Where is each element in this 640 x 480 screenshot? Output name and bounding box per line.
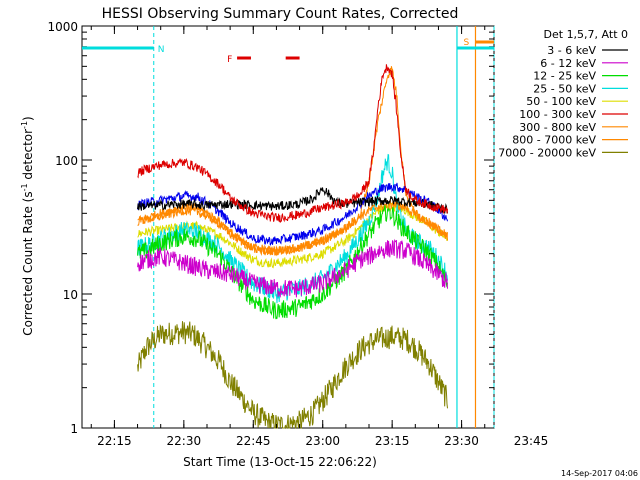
legend-label: 50 - 100 keV xyxy=(526,95,596,108)
segment-label: F xyxy=(227,55,232,65)
plot-border xyxy=(81,25,495,429)
top-segments: N F S xyxy=(82,38,494,65)
series-line xyxy=(137,66,448,256)
y-tick-label: 10 xyxy=(63,288,78,302)
segment-label: S xyxy=(463,38,469,48)
x-tick-label: 23:00 xyxy=(305,434,340,448)
legend-title: Det 1,5,7, Att 0 xyxy=(544,28,628,41)
legend-label: 100 - 300 keV xyxy=(519,108,596,121)
x-tick-label: 23:30 xyxy=(444,434,479,448)
segment-label: N xyxy=(158,45,165,55)
timestamp: 14-Sep-2017 04:06 xyxy=(561,469,638,478)
series-line xyxy=(137,182,448,246)
legend-label: 800 - 7000 keV xyxy=(512,134,596,147)
legend-label: 6 - 12 keV xyxy=(540,57,596,70)
series-line xyxy=(137,153,448,304)
y-axis-ticks: 1 10 100 1000 xyxy=(47,20,494,436)
legend-label: 12 - 25 keV xyxy=(533,70,596,83)
series-line xyxy=(137,202,448,320)
series-layer xyxy=(137,64,448,429)
legend-label: 25 - 50 keV xyxy=(533,82,596,95)
x-tick-label: 22:30 xyxy=(167,434,202,448)
series-line xyxy=(137,321,448,429)
chart-title: HESSI Observing Summary Count Rates, Cor… xyxy=(102,6,459,22)
y-tick-label: 100 xyxy=(55,154,78,168)
x-tick-label: 23:15 xyxy=(375,434,410,448)
x-tick-label: 23:45 xyxy=(514,434,549,448)
y-tick-label: 1000 xyxy=(47,20,78,34)
x-tick-label: 22:15 xyxy=(97,434,132,448)
legend-label: 7000 - 20000 keV xyxy=(498,146,596,159)
plot-frame xyxy=(81,25,495,429)
series-line xyxy=(137,64,448,224)
y-axis-label: Corrected Count Rate (s-1 detector-1) xyxy=(20,116,35,335)
y-tick-label: 1 xyxy=(70,422,78,436)
x-axis-label: Start Time (13-Oct-15 22:06:22) xyxy=(183,455,377,469)
legend-label: 3 - 6 keV xyxy=(547,44,596,57)
x-axis-ticks: 22:15 22:30 22:45 23:00 23:15 23:30 23:45 xyxy=(90,26,549,448)
series-line xyxy=(137,238,448,298)
series-line xyxy=(137,187,448,214)
x-tick-label: 22:45 xyxy=(236,434,271,448)
legend-label: 300 - 800 keV xyxy=(519,121,596,134)
vertical-markers xyxy=(153,26,495,428)
